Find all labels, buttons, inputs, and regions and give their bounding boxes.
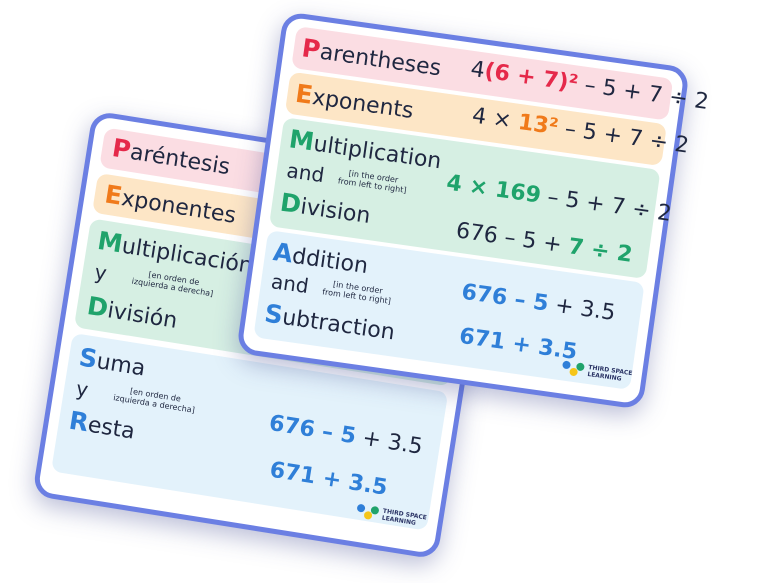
third-space-logo-icon [561, 360, 585, 379]
multiplication-and: and [285, 158, 326, 188]
addition-and: and [269, 269, 311, 299]
third-space-logo-icon [355, 503, 380, 523]
english-poster-card: Parentheses 4(6 + 7)² – 5 + 7 ÷ 2 Expone… [235, 11, 710, 410]
